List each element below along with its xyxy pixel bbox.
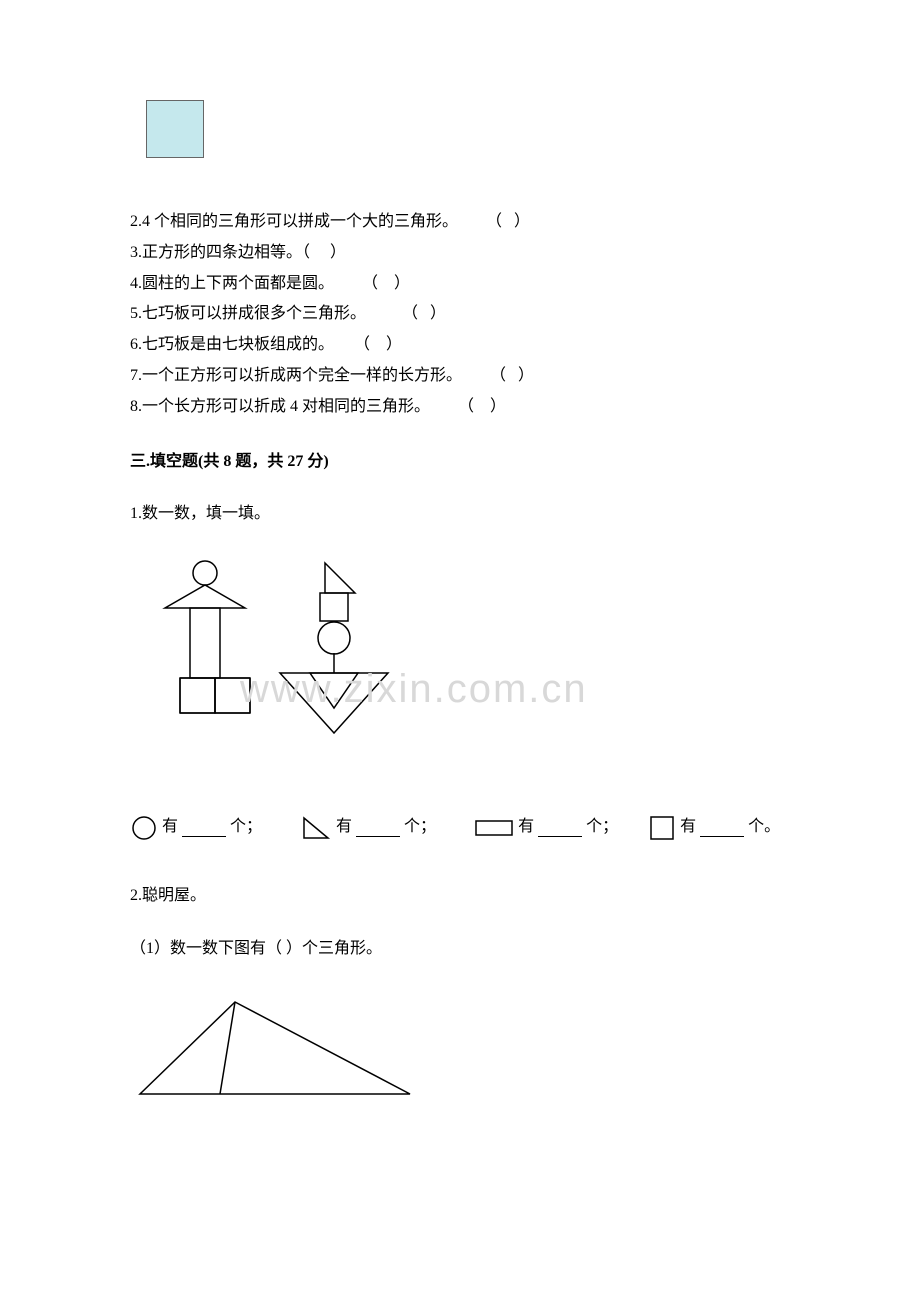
question-2: 2.4 个相同的三角形可以拼成一个大的三角形。 （ ）	[130, 208, 790, 237]
question-3: 3.正方形的四条边相等。（ ）	[130, 239, 790, 268]
shape-count-row: 有 个； 有 个； 有 个； 有 个。	[130, 813, 790, 842]
blank-input[interactable]	[700, 819, 744, 837]
blank-input[interactable]	[538, 819, 582, 837]
triangle-icon	[300, 814, 332, 842]
person-shapes-svg	[130, 553, 430, 773]
have-label: 有	[518, 813, 534, 842]
circle-count-item: 有 个；	[130, 813, 262, 842]
s3-q2-1-prompt: （1）数一数下图有（ ）个三角形。	[130, 935, 790, 964]
square-icon	[648, 814, 676, 842]
question-4: 4.圆柱的上下两个面都是圆。 （ ）	[130, 270, 790, 299]
have-label: 有	[162, 813, 178, 842]
have-label: 有	[336, 813, 352, 842]
unit-label: 个；	[586, 813, 618, 842]
shapes-figure: www.zixin.com.cn	[130, 553, 790, 773]
question-7: 7.一个正方形可以折成两个完全一样的长方形。 （ ）	[130, 362, 790, 391]
s3-q1-prompt: 1.数一数，填一填。	[130, 500, 790, 529]
square-figure	[146, 100, 204, 158]
section-3-title: 三.填空题(共 8 题，共 27 分)	[130, 448, 790, 477]
circle-icon	[130, 814, 158, 842]
unit-label: 个；	[230, 813, 262, 842]
triangle-count-item: 有 个；	[300, 813, 436, 842]
question-8: 8.一个长方形可以折成 4 对相同的三角形。 （ ）	[130, 393, 790, 422]
s3-q2-prompt: 2.聪明屋。	[130, 882, 790, 911]
question-5: 5.七巧板可以拼成很多个三角形。 （ ）	[130, 300, 790, 329]
triangle-figure	[130, 994, 790, 1104]
question-6: 6.七巧板是由七块板组成的。 （ ）	[130, 331, 790, 360]
unit-label: 个；	[404, 813, 436, 842]
square-count-item: 有 个。	[648, 813, 780, 842]
have-label: 有	[680, 813, 696, 842]
rect-count-item: 有 个；	[474, 813, 618, 842]
unit-label-last: 个。	[748, 813, 780, 842]
blank-input[interactable]	[356, 819, 400, 837]
blank-input[interactable]	[182, 819, 226, 837]
rectangle-icon	[474, 817, 514, 839]
